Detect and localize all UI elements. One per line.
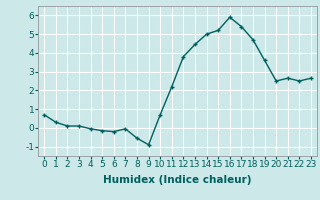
X-axis label: Humidex (Indice chaleur): Humidex (Indice chaleur) (103, 175, 252, 185)
